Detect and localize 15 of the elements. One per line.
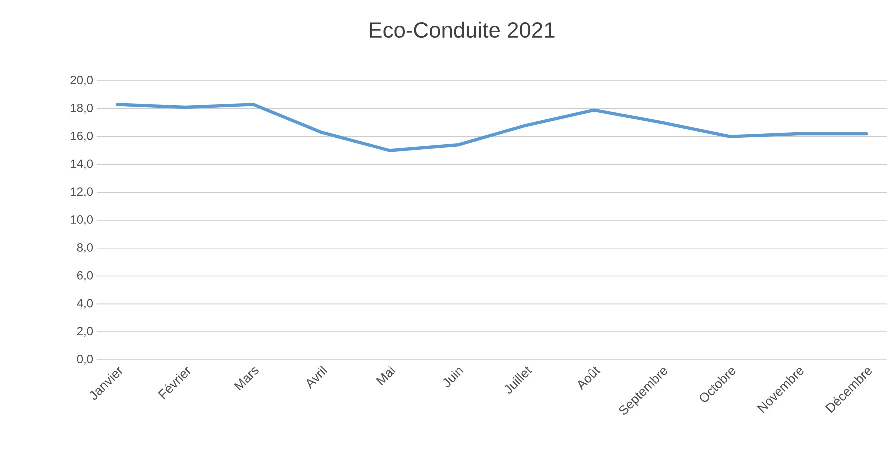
chart-title: Eco-Conduite 2021 xyxy=(370,22,555,38)
y-tick-label: 12,0 xyxy=(71,188,94,198)
y-tick-label: 2,0 xyxy=(77,327,94,338)
y-tick-label: 16,0 xyxy=(71,132,94,142)
y-tick-label: 14,0 xyxy=(71,160,94,170)
y-tick-label: 18,0 xyxy=(71,104,94,114)
line-series xyxy=(116,103,868,152)
y-tick-label: 6,0 xyxy=(77,271,94,282)
y-tick-label: 10,0 xyxy=(71,216,94,226)
y-tick-label: 0,0 xyxy=(77,355,94,365)
x-tick-label: Juin xyxy=(443,368,464,388)
y-tick-label: 4,0 xyxy=(77,299,94,310)
y-tick-label: 8,0 xyxy=(77,243,94,254)
y-tick-label: 20,0 xyxy=(70,76,94,86)
x-tick-label: Mai xyxy=(376,366,396,386)
